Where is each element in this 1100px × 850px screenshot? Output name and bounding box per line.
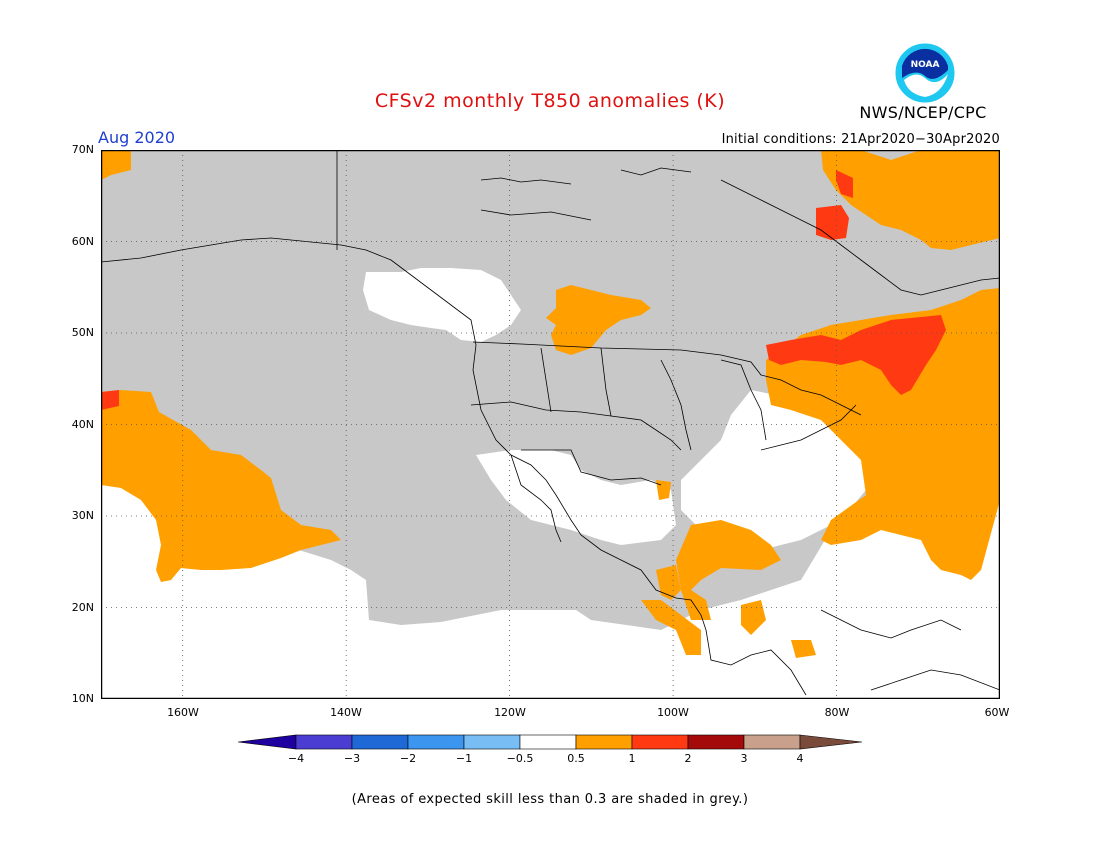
skill-note: (Areas of expected skill less than 0.3 a… [351, 792, 749, 807]
map-frame [100, 149, 1001, 700]
colorbar-label: 1 [628, 752, 636, 765]
lat-label-10n: 10N [71, 692, 94, 705]
colorbar-swatch [351, 734, 409, 750]
lat-label-30n: 30N [71, 509, 94, 522]
lon-label-120w: 120W [494, 706, 526, 719]
colorbar-label: 3 [740, 752, 748, 765]
noaa-logo-text: NOAA [911, 60, 940, 70]
colorbar-swatch [519, 734, 577, 750]
map-panel [100, 149, 1001, 700]
lat-label-60n: 60N [71, 235, 94, 248]
colorbar-swatch [687, 734, 745, 750]
lat-label-70n: 70N [71, 143, 94, 156]
colorbar [237, 734, 864, 750]
lat-label-20n: 20N [71, 601, 94, 614]
colorbar-label: 4 [796, 752, 804, 765]
colorbar-label: −4 [287, 752, 305, 765]
colorbar-swatch [575, 734, 633, 750]
lon-label-140w: 140W [330, 706, 362, 719]
colorbar-arrow-high [799, 734, 863, 750]
colorbar-swatch [407, 734, 465, 750]
coastlines-and-borders [100, 150, 1001, 696]
colorbar-label: 0.5 [567, 752, 585, 765]
map-title: CFSv2 monthly T850 anomalies (K) [374, 90, 726, 112]
agency-label: NWS/NCEP/CPC [859, 103, 987, 122]
noaa-logo: NOAA [894, 42, 956, 104]
lon-label-160w: 160W [167, 706, 199, 719]
colorbar-swatch [743, 734, 801, 750]
lon-label-60w: 60W [984, 706, 1010, 719]
colorbar-label: −3 [343, 752, 361, 765]
anomaly-1-2k-areas [101, 170, 946, 410]
colorbar-label: −2 [399, 752, 417, 765]
lon-label-100w: 100W [657, 706, 689, 719]
anomaly-05-1k-areas [101, 150, 1000, 658]
colorbar-label: 2 [684, 752, 692, 765]
colorbar-swatch [631, 734, 689, 750]
colorbar-label: −1 [455, 752, 473, 765]
forecast-month: Aug 2020 [98, 128, 176, 147]
lat-label-50n: 50N [71, 326, 94, 339]
initial-conditions: Initial conditions: 21Apr2020−30Apr2020 [721, 132, 1000, 147]
lat-label-40n: 40N [71, 418, 94, 431]
colorbar-swatch [295, 734, 353, 750]
colorbar-arrow-low [237, 734, 297, 750]
colorbar-label: −0.5 [506, 752, 534, 765]
lon-label-80w: 80W [824, 706, 850, 719]
colorbar-swatch [463, 734, 521, 750]
